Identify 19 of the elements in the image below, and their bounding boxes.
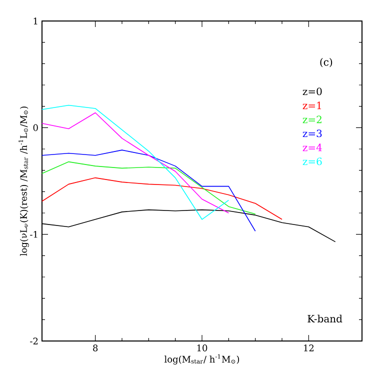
text: z=1 (302, 102, 321, 110)
x-tick-label: 10 (197, 344, 208, 352)
line-series (42, 177, 282, 220)
text: log(νL$_{ν}$(K)(rest) /M$_{star}$ /h$^{-1}$L$_{⊙}$/M$_{⊙}$) (18, 106, 29, 256)
x-axis-title: log(M$_{star}$/ h$^{-1}$M$_{⊙}$) (164, 354, 240, 364)
y-tick-label: 1 (34, 18, 38, 24)
text: z=6 (302, 158, 322, 166)
annotation: K-band (308, 314, 342, 322)
y-tick-label: -2 (30, 338, 38, 344)
text: z=0 (302, 88, 322, 96)
text: z=4 (302, 144, 322, 152)
x-tick-label: 12 (304, 344, 314, 352)
text: z=2 (302, 116, 322, 124)
y-tick-label: 0 (33, 124, 38, 132)
annotation: (c) (320, 58, 332, 68)
y-tick-label: -1 (30, 230, 38, 238)
text: z=3 (302, 130, 322, 138)
line-series (42, 150, 256, 232)
x-tick-label: 8 (93, 344, 98, 352)
